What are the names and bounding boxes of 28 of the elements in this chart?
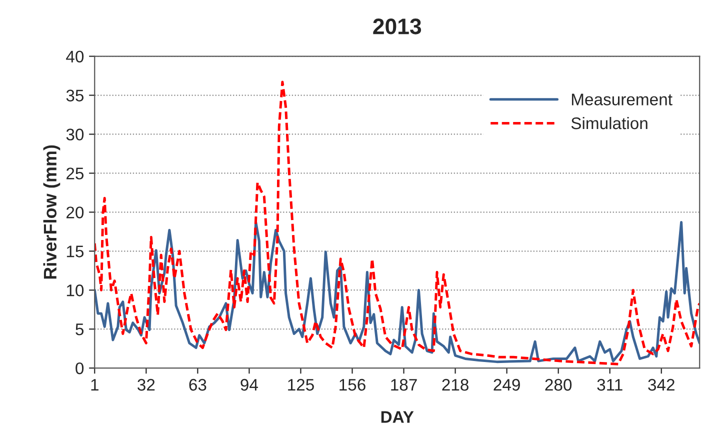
chart-title: 2013	[373, 18, 422, 34]
y-tick-label: 5	[76, 324, 84, 336]
y-tick-label: 20	[66, 206, 84, 218]
line-series	[94, 80, 700, 366]
x-tick-label: 311	[597, 378, 622, 391]
x-tick-label: 1	[91, 379, 98, 391]
y-axis-title: RiverFlow (mm)	[43, 145, 60, 279]
x-axis-title: DAY	[381, 411, 414, 423]
y-tick-label: 40	[66, 50, 84, 62]
legend-label: Simulation	[571, 116, 648, 130]
x-tick-label: 342	[648, 378, 674, 391]
x-tick-label: 63	[189, 378, 206, 391]
x-tick-label: 156	[340, 378, 366, 391]
x-tick-label: 32	[138, 378, 155, 391]
y-tick-label: 30	[66, 128, 84, 140]
y-tick-label: 10	[66, 284, 84, 296]
y-tick-label: 35	[66, 90, 84, 102]
x-tick-label: 280	[545, 378, 572, 391]
x-tick-label: 187	[391, 378, 417, 391]
y-tick-label: 0	[76, 362, 84, 374]
x-tick-label: 218	[442, 378, 468, 391]
y-tick-label: 25	[66, 168, 84, 180]
x-tick-label: 249	[494, 378, 520, 391]
y-tick-label: 15	[66, 246, 84, 258]
line-series	[94, 221, 700, 364]
x-tick-label: 94	[240, 378, 258, 391]
legend-label: Measurement	[572, 94, 672, 106]
x-tick-label: 125	[288, 378, 314, 391]
